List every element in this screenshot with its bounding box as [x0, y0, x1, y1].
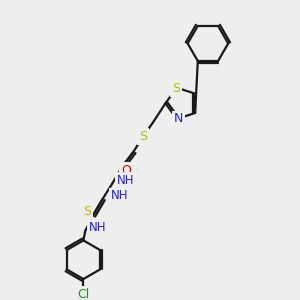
Text: S: S	[83, 206, 92, 218]
Text: S: S	[172, 82, 180, 95]
Text: N: N	[174, 112, 183, 125]
Text: NH: NH	[117, 174, 135, 187]
Text: Cl: Cl	[77, 288, 89, 300]
Text: S: S	[139, 130, 147, 142]
Text: O: O	[121, 164, 131, 177]
Text: NH: NH	[110, 190, 128, 202]
Text: NH: NH	[89, 221, 107, 234]
